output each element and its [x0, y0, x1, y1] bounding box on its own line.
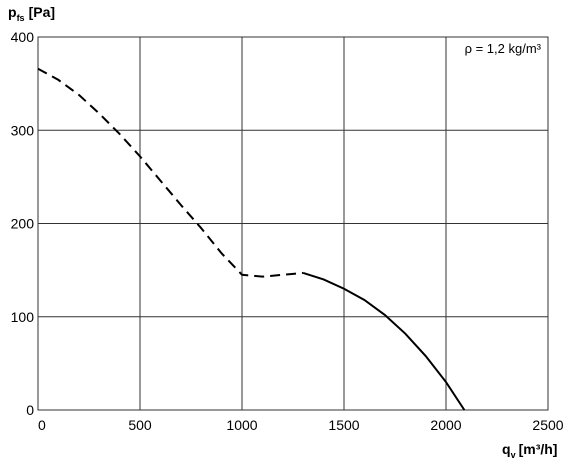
y-label-sub: fs — [17, 13, 25, 23]
annotation: ρ = 1,2 kg/m³ — [465, 41, 542, 56]
y-tick-label: 300 — [11, 122, 35, 138]
x-tick-label: 2500 — [532, 417, 563, 433]
y-label-base: p — [8, 4, 17, 20]
x-label-sub: v — [511, 450, 516, 460]
x-label-base: q — [502, 441, 511, 457]
y-tick-label: 200 — [11, 216, 35, 232]
x-tick-label: 0 — [38, 417, 46, 433]
y-tick-label: 100 — [11, 309, 35, 325]
y-label-unit: [Pa] — [29, 4, 55, 20]
x-tick-label: 1500 — [328, 417, 359, 433]
curve — [37, 67, 304, 278]
x-label-unit: [m³/h] — [519, 441, 558, 457]
x-tick-label: 1000 — [226, 417, 257, 433]
x-tick-label: 2000 — [430, 417, 461, 433]
plot-frame — [37, 36, 549, 411]
y-tick-label: 400 — [11, 29, 35, 45]
y-tick-label: 0 — [26, 402, 34, 418]
curve — [302, 271, 466, 411]
x-axis-label: qv [m³/h] — [502, 441, 557, 460]
x-tick-label: 500 — [128, 417, 152, 433]
y-axis-label: pfs [Pa] — [8, 4, 55, 23]
